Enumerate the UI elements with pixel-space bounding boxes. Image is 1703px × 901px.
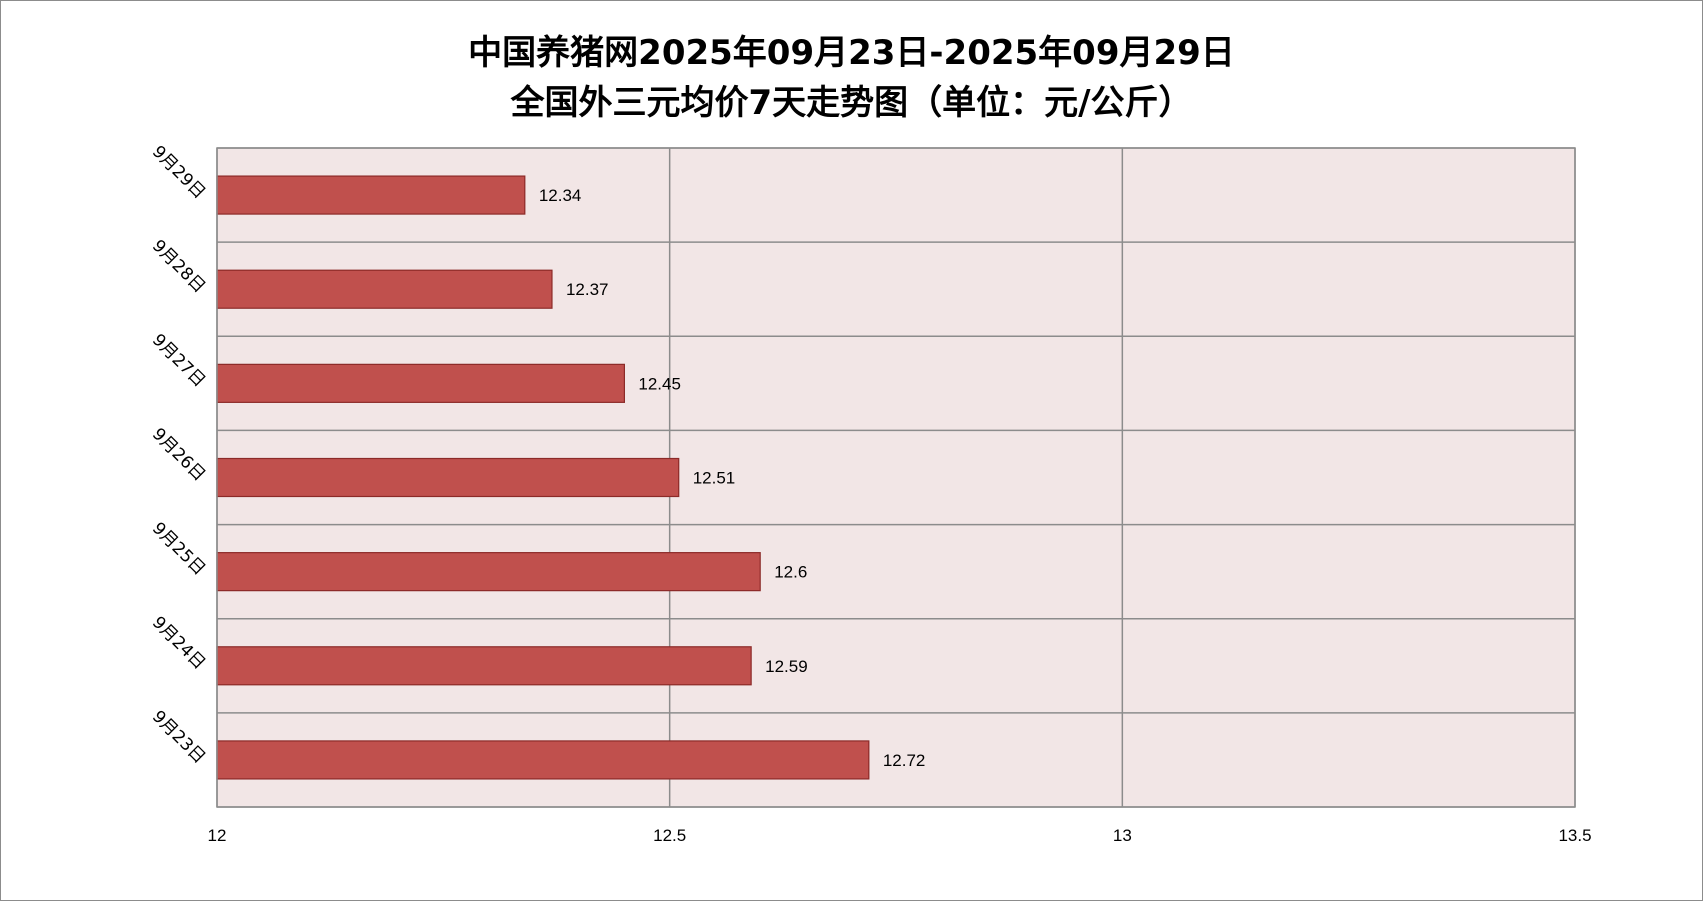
bar [216,363,625,403]
category-label: 9月29日 [148,142,209,203]
category-label: 9月28日 [148,236,209,297]
bar [216,552,761,592]
x-tick-label: 12 [208,826,227,845]
x-tick-label: 12.5 [653,826,686,845]
chart-title: 中国养猪网2025年09月23日-2025年09月29日 全国外三元均价7天走势… [0,28,1703,128]
bar [216,740,870,780]
bar [216,646,752,686]
bar [216,175,526,215]
plot-border [216,147,1576,808]
category-label: 9月26日 [148,424,209,485]
data-label: 12.6 [774,563,807,582]
x-tick-label: 13 [1113,826,1132,845]
data-label: 12.37 [566,280,609,299]
data-label: 12.34 [539,186,582,205]
data-label: 12.59 [765,657,808,676]
category-label: 9月25日 [148,518,209,579]
x-tick-label: 13.5 [1558,826,1591,845]
category-label: 9月27日 [148,330,209,391]
data-label: 12.72 [883,751,926,770]
category-label: 9月23日 [148,707,209,768]
chart-title-line-1: 中国养猪网2025年09月23日-2025年09月29日 [468,33,1235,73]
data-label: 12.45 [638,374,681,393]
chart-title-line-2: 全国外三元均价7天走势图（单位：元/公斤） [510,83,1193,123]
data-label: 12.51 [693,469,736,488]
bar [216,457,680,498]
bar [216,269,553,309]
category-label: 9月24日 [148,613,209,674]
